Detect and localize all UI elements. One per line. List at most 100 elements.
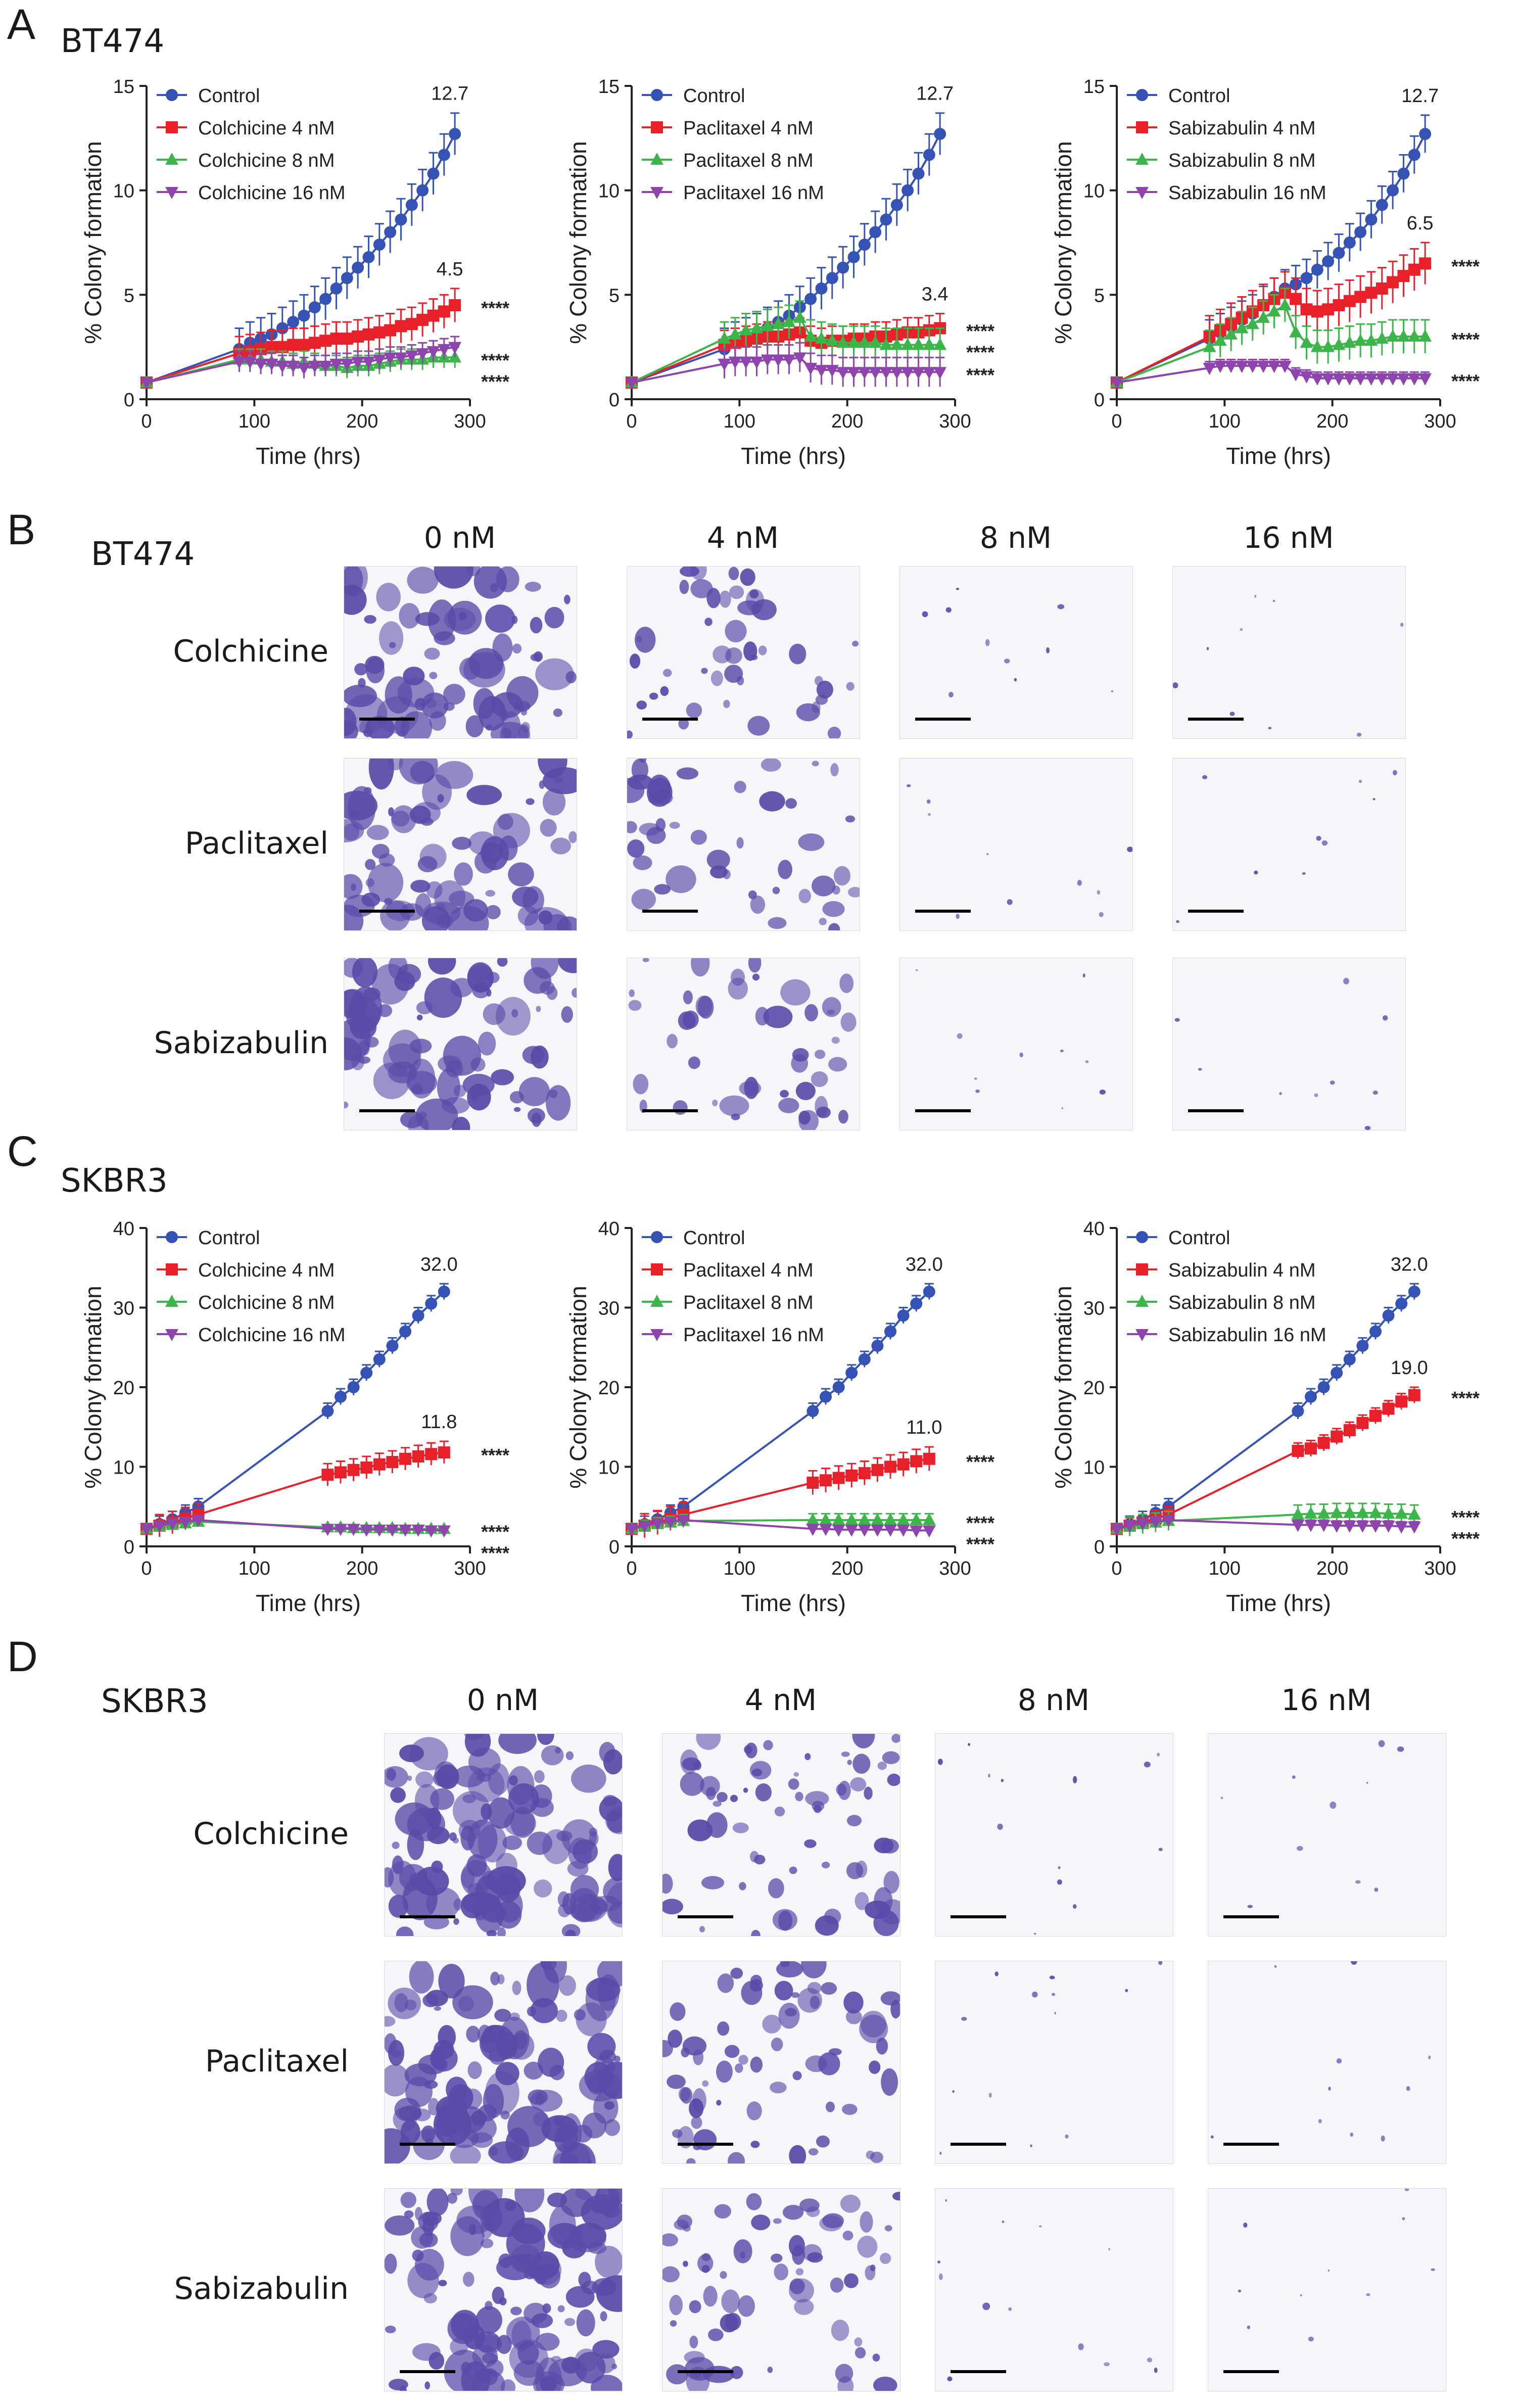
data-point (1408, 1389, 1420, 1401)
colony-spot (518, 1077, 550, 1106)
colony-spot (407, 1807, 445, 1842)
colony-spot (437, 1068, 460, 1106)
data-point (448, 342, 462, 354)
significance-stars: **** (1451, 1388, 1480, 1408)
data-point (140, 377, 153, 390)
colony-spot (653, 791, 673, 805)
colony-spot (748, 958, 762, 973)
y-axis-label: % Colony formation (80, 1286, 106, 1488)
data-point (1354, 334, 1367, 346)
colony-spot (892, 2192, 900, 2201)
legend-marker (1135, 1295, 1149, 1307)
legend-label: Colchicine 16 nM (198, 1325, 345, 1346)
colony-spot (564, 594, 571, 604)
colony-spot (1378, 1740, 1385, 1748)
data-point (806, 1524, 820, 1536)
colony-spot (378, 853, 395, 867)
colony-spot (531, 1798, 554, 1817)
colony-spot (1397, 1746, 1404, 1752)
data-point (825, 334, 839, 346)
x-tick-label: 100 (724, 1558, 755, 1579)
colony-spot (789, 643, 807, 665)
data-point (1322, 303, 1335, 316)
colony-spot (869, 2060, 881, 2074)
data-point (804, 293, 817, 305)
colony-spot (414, 2207, 422, 2221)
colony-spot (706, 849, 730, 870)
colony-spot (778, 1098, 799, 1113)
colony-spot (840, 2194, 861, 2213)
colony-spot (530, 653, 541, 662)
data-point (845, 1469, 858, 1482)
significance-stars: **** (1451, 1528, 1480, 1549)
colony-spot (1428, 2055, 1431, 2060)
colony-spot (550, 837, 571, 855)
y-tick-label: 10 (113, 1457, 134, 1479)
colony-spot (591, 2199, 605, 2213)
data-point (1213, 360, 1227, 373)
colony-spot (1406, 2086, 1410, 2091)
legend-marker (1135, 1329, 1149, 1341)
colony-spot (859, 2014, 888, 2044)
data-point (1278, 360, 1292, 373)
colony-spot (558, 1975, 576, 1996)
data-point (1354, 373, 1367, 386)
colony-spot (1008, 2307, 1012, 2311)
colony-spot (597, 1974, 620, 2011)
colony-spot (1328, 2269, 1330, 2272)
colony-spot (379, 621, 404, 655)
colony-spot (549, 1089, 558, 1099)
data-point (815, 332, 828, 344)
data-point (884, 1524, 897, 1537)
data-point (425, 1297, 438, 1310)
data-point (1304, 1520, 1317, 1532)
colony-spot (649, 692, 658, 700)
colony-micrograph (344, 958, 577, 1130)
data-point (890, 367, 904, 380)
x-tick-label: 0 (1111, 1558, 1122, 1579)
colony-spot (865, 2265, 876, 2281)
colony-spot (575, 2351, 606, 2384)
colony-spot (530, 1998, 558, 2023)
data-point (815, 365, 828, 377)
data-point (923, 1452, 935, 1465)
data-point (411, 1524, 425, 1537)
significance-stars: **** (966, 1534, 994, 1554)
colony-spot (424, 647, 440, 660)
cell-line-title-b: BT474 (91, 536, 195, 573)
colony-spot (478, 1031, 496, 1056)
colony-spot (344, 1101, 349, 1109)
data-point (298, 309, 310, 322)
data-point (1386, 373, 1400, 386)
colony-spot (635, 627, 656, 653)
colony-spot (1302, 872, 1306, 875)
dose-column-header: 16 nM (1243, 521, 1334, 555)
colony-spot (418, 1111, 427, 1119)
data-point (335, 1466, 347, 1479)
colony-spot (392, 1855, 404, 1874)
data-point (438, 1446, 450, 1459)
colony-spot (1057, 604, 1065, 609)
series-line (631, 356, 940, 384)
data-point (890, 199, 903, 211)
colony-spot (734, 781, 746, 793)
colony-spot (476, 2306, 502, 2334)
y-tick-label: 0 (609, 390, 620, 411)
colony-spot (571, 2223, 607, 2249)
colony-spot (683, 990, 693, 1005)
colony-spot (743, 1787, 748, 1793)
legend-label: Sabizabulin 8 nM (1168, 150, 1316, 171)
colony-spot (1125, 1989, 1128, 1993)
colony-spot (791, 1992, 800, 1998)
data-point (416, 313, 429, 326)
colony-spot (394, 1993, 408, 2012)
colony-spot (410, 880, 431, 893)
colony-spot (428, 958, 456, 975)
colony-spot (772, 886, 780, 894)
data-point (1419, 257, 1432, 270)
data-point (663, 1517, 677, 1529)
x-tick-label: 200 (831, 1558, 863, 1579)
colony-spot (458, 1996, 474, 2012)
colony-spot (717, 2021, 730, 2036)
colony-spot (1147, 2357, 1153, 2363)
